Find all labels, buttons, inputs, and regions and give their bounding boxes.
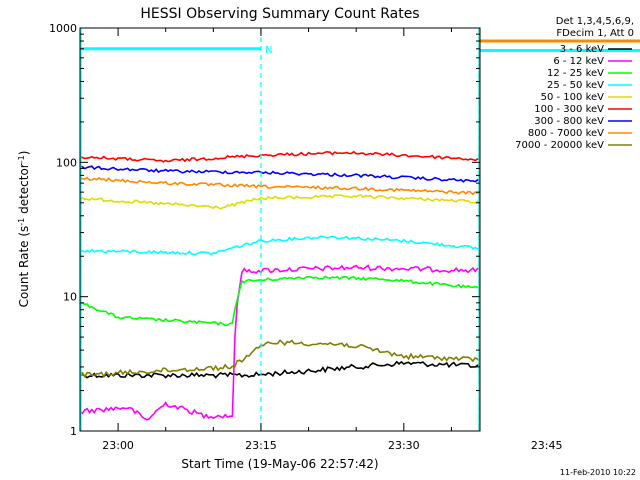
y-label-part: -1 xyxy=(17,218,26,226)
series-line-4 xyxy=(79,194,481,210)
legend-label: 800 - 7000 keV xyxy=(528,128,604,139)
legend-label: 6 - 12 keV xyxy=(553,56,604,67)
x-tick-label: 23:30 xyxy=(388,439,420,452)
legend-label: 3 - 6 keV xyxy=(560,44,604,55)
legend-header: FDecim 1, Att 0 xyxy=(556,28,634,39)
series-line-6 xyxy=(79,165,481,183)
series-line-2 xyxy=(79,275,481,327)
legend-label: 12 - 25 keV xyxy=(547,68,604,79)
legend-label: 7000 - 20000 keV xyxy=(515,140,604,151)
y-label-part: -1 xyxy=(17,155,26,163)
y-label-part: detector xyxy=(17,163,31,218)
marker-label-0: N xyxy=(265,45,272,56)
series-line-1 xyxy=(79,264,481,421)
legend: Det 1,3,4,5,6,9,FDecim 1, Att 0 3 - 6 keV… xyxy=(515,16,634,151)
y-tick-label: 10 xyxy=(63,291,77,304)
x-tick-label: 23:00 xyxy=(102,439,134,452)
legend-label: 100 - 300 keV xyxy=(534,104,604,115)
series-line-3 xyxy=(79,235,481,256)
y-label-part: Count Rate (s xyxy=(17,226,31,308)
x-tick-label: 23:15 xyxy=(245,439,277,452)
date-stamp: 11-Feb-2010 10:22 xyxy=(560,468,636,477)
legend-label: 50 - 100 keV xyxy=(541,92,605,103)
plot-frame xyxy=(79,27,481,432)
series-line-5 xyxy=(79,150,481,163)
y-axis: 1 10 100 1000 xyxy=(49,22,480,438)
y-tick-label: 100 xyxy=(56,156,77,169)
y-tick-label: 1000 xyxy=(49,22,77,35)
legend-label: 25 - 50 keV xyxy=(547,80,604,91)
y-label-part: ) xyxy=(17,151,31,156)
plot-markers-group: NS xyxy=(80,28,640,431)
series-line-0 xyxy=(79,360,481,379)
chart-title: HESSI Observing Summary Count Rates xyxy=(140,6,419,22)
x-tick-label: 23:45 xyxy=(531,439,563,452)
series-line-7 xyxy=(80,176,481,196)
plot-series-group xyxy=(79,150,481,421)
legend-label: 300 - 800 keV xyxy=(534,116,604,127)
series-line-8 xyxy=(79,339,481,379)
legend-header: Det 1,3,4,5,6,9, xyxy=(556,16,634,27)
x-axis-label: Start Time (19-May-06 22:57:42) xyxy=(181,457,378,471)
y-tick-label: 1 xyxy=(70,425,77,438)
y-axis-label: Count Rate (s-1 detector-1) xyxy=(17,151,32,308)
